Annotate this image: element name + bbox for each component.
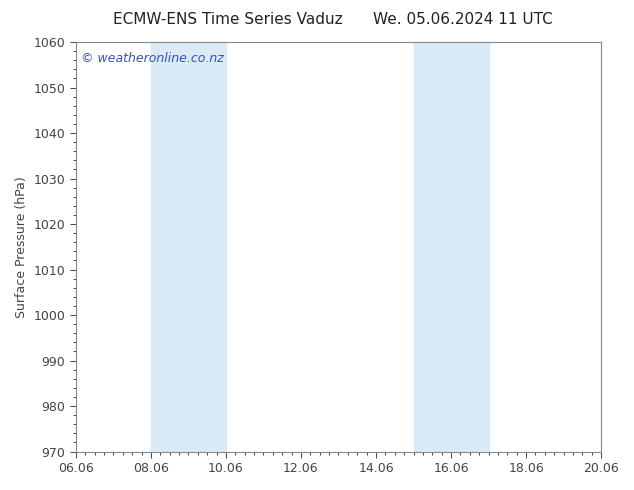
Bar [413, 42, 489, 452]
Y-axis label: Surface Pressure (hPa): Surface Pressure (hPa) [15, 176, 28, 318]
Text: ECMW-ENS Time Series Vaduz: ECMW-ENS Time Series Vaduz [113, 12, 343, 27]
Text: © weatheronline.co.nz: © weatheronline.co.nz [81, 52, 224, 65]
Bar [151, 42, 226, 452]
Text: We. 05.06.2024 11 UTC: We. 05.06.2024 11 UTC [373, 12, 553, 27]
